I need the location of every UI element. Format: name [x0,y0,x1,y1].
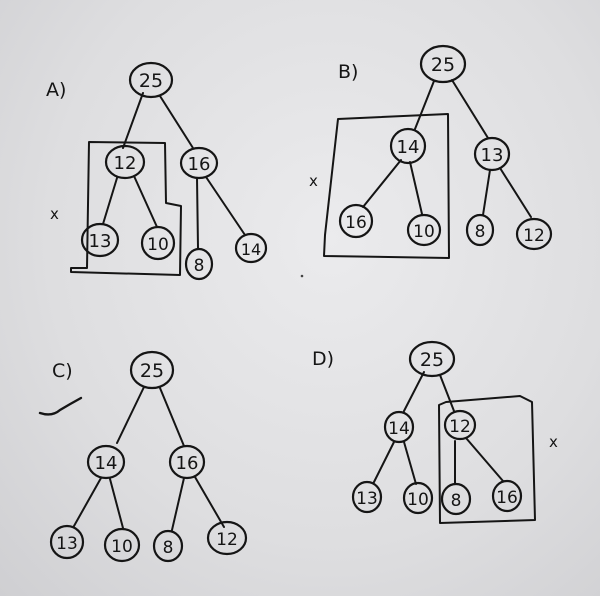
panel-c-node-right: 16 [168,444,206,480]
panel-a-node-left-left: 13 [80,222,120,258]
svg-text:16: 16 [496,488,518,508]
panel-c-label: C) [52,360,73,382]
panel-a-node-left: 12 [104,144,146,180]
panel-a-subtree-box [70,141,182,276]
panel-b-edges [362,79,532,218]
svg-text:14: 14 [241,240,261,259]
panel-c-node-left-right: 10 [103,527,141,563]
panel-c-node-left-left: 13 [49,524,85,560]
panel-d-subtree-box [438,395,536,524]
panel-d: D) 25 14 12 13 10 [312,340,558,524]
panel-b-x-mark: x [309,172,318,190]
panel-a-node-left-right: 10 [140,225,176,261]
panel-d-node-root: 25 [408,340,456,378]
panel-a-node-right-left: 8 [184,247,214,281]
panel-d-node-right-left: 8 [440,482,472,516]
panel-a-node-right-right: 14 [234,232,268,264]
panel-a-node-root: 25 [128,61,174,99]
panel-b-node-left-left: 16 [338,203,374,239]
paper-speck [300,274,304,278]
svg-text:10: 10 [407,490,429,510]
svg-text:12: 12 [216,530,238,550]
svg-text:25: 25 [139,70,163,92]
svg-text:14: 14 [397,137,420,158]
panel-b-node-right-left: 8 [465,213,495,247]
panel-b: B) 25 14 13 16 10 [309,44,553,259]
panel-b-node-left: 14 [389,127,427,165]
panel-d-node-left-left: 13 [351,480,383,514]
panel-c-node-right-left: 8 [152,529,184,563]
panel-a-node-right: 16 [179,146,219,180]
panel-c: C) 25 14 16 13 10 [38,350,248,563]
svg-text:10: 10 [413,222,435,242]
panel-a-label: A) [46,79,66,101]
panel-c-check-mark [38,396,83,416]
svg-text:10: 10 [147,235,169,255]
svg-text:12: 12 [523,226,545,246]
svg-text:16: 16 [345,213,367,233]
svg-text:25: 25 [140,360,164,382]
svg-text:10: 10 [111,537,133,557]
svg-text:13: 13 [56,534,78,554]
panel-d-edges [373,371,504,485]
panel-b-node-right: 13 [473,136,511,172]
panel-c-node-right-right: 12 [206,520,248,556]
svg-text:14: 14 [388,419,410,439]
panel-d-node-right-right: 16 [491,479,523,513]
svg-text:25: 25 [420,349,444,371]
panel-b-node-root: 25 [419,44,467,84]
panel-d-label: D) [312,348,334,370]
svg-text:8: 8 [451,491,462,511]
svg-text:16: 16 [176,453,199,474]
panel-b-label: B) [338,61,358,83]
panel-d-x-mark: x [549,433,558,451]
svg-text:8: 8 [475,222,486,242]
svg-text:13: 13 [356,489,378,509]
svg-text:8: 8 [163,538,174,558]
svg-text:12: 12 [449,417,471,437]
panel-d-node-left-right: 10 [402,481,434,515]
svg-text:8: 8 [194,256,205,276]
svg-text:14: 14 [95,453,118,474]
panel-b-node-left-right: 10 [406,213,442,247]
panel-c-edges [73,386,225,531]
panel-b-node-right-right: 12 [515,217,553,251]
panel-a-x-mark: x [50,205,59,223]
panel-b-subtree-box [323,113,450,259]
panel-d-node-left: 14 [383,410,415,444]
panel-d-node-right: 12 [443,409,477,441]
svg-text:13: 13 [89,231,112,252]
panel-c-node-root: 25 [129,350,175,390]
svg-text:12: 12 [114,153,137,174]
svg-text:16: 16 [188,154,211,175]
svg-text:13: 13 [481,145,504,166]
svg-text:25: 25 [431,54,455,76]
panel-a-edges [102,92,246,249]
panel-c-node-left: 14 [86,444,126,480]
panel-a: A) 25 12 16 13 10 [46,61,268,281]
